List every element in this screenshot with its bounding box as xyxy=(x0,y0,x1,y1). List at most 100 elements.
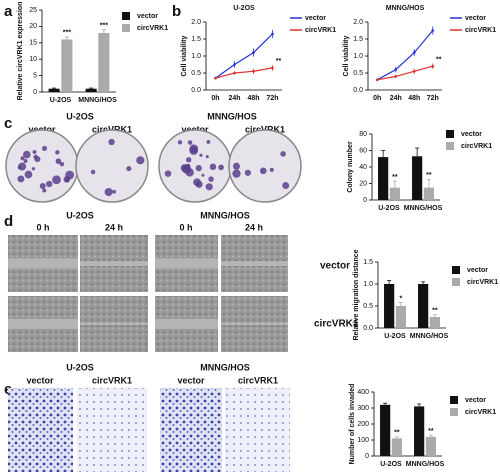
micrograph xyxy=(77,388,147,472)
legend-swatch xyxy=(446,130,454,138)
x-tick-label: U-2OS xyxy=(378,205,400,212)
colony xyxy=(31,167,36,171)
y-tick-label: 1.0 xyxy=(191,53,201,60)
x-tick-label: 24h xyxy=(228,95,240,102)
colony xyxy=(23,150,31,159)
y-tick-label: 20 xyxy=(29,23,37,30)
series-line xyxy=(215,33,273,79)
legend-label: vector xyxy=(137,13,158,20)
group-header: U-2OS xyxy=(66,210,94,220)
colony xyxy=(126,166,132,172)
wound-gap xyxy=(155,258,218,269)
legend-label: vector xyxy=(465,397,486,404)
colony xyxy=(208,176,214,182)
bar xyxy=(378,157,389,200)
legend-swatch xyxy=(452,266,460,274)
row-label: vector xyxy=(320,261,350,272)
colony xyxy=(23,159,28,163)
bar xyxy=(380,404,391,456)
significance: ** xyxy=(276,58,282,65)
series-line xyxy=(377,65,433,81)
y-tick-label: 0.0 xyxy=(191,87,201,94)
x-tick-label: MNNG/HOS xyxy=(78,97,117,104)
panel-label: c xyxy=(4,115,12,132)
wound-gap xyxy=(221,323,288,325)
dish xyxy=(75,129,149,203)
colony xyxy=(112,189,117,194)
colony xyxy=(90,169,96,175)
y-axis-label: Relative migration distance xyxy=(353,249,360,340)
x-tick-label: 72h xyxy=(266,95,278,102)
y-axis-label: Number of cells invaded xyxy=(349,384,356,465)
condition-label: vector xyxy=(26,375,54,385)
colony xyxy=(244,169,252,176)
colony xyxy=(20,156,25,161)
bar xyxy=(48,88,60,92)
condition-label: circVRK1 xyxy=(238,375,278,385)
y-tick-label: 1.0 xyxy=(363,281,373,288)
wound-gap xyxy=(80,261,148,266)
y-tick-label: 0.5 xyxy=(363,303,373,310)
group-header: U-2OS xyxy=(66,111,94,121)
colony xyxy=(33,154,38,160)
significance: ** xyxy=(428,428,434,435)
group-header: MNNG/HOS xyxy=(200,210,250,220)
time-label: 24 h xyxy=(245,222,263,232)
colony-images xyxy=(5,129,302,203)
x-tick-label: U-2OS xyxy=(384,333,406,340)
series-line xyxy=(376,30,434,81)
bar xyxy=(98,32,110,92)
colony xyxy=(187,140,193,145)
y-axis-label: Relative circVRK1 expression xyxy=(17,2,24,101)
condition-label: vector xyxy=(177,375,205,385)
x-tick-label: U-2OS xyxy=(380,461,402,468)
invasion-images xyxy=(8,388,290,472)
chart-title: MNNG/HOS xyxy=(386,5,425,12)
x-tick-label: 72h xyxy=(427,95,439,102)
colony xyxy=(55,158,62,165)
colony xyxy=(42,188,47,193)
y-axis-label: Cell viability xyxy=(343,35,350,76)
wound-gap xyxy=(80,323,148,325)
colony xyxy=(201,173,205,177)
y-tick-label: 0 xyxy=(365,453,369,460)
y-tick-label: 0.5 xyxy=(191,70,201,77)
colony xyxy=(209,163,217,171)
bar xyxy=(85,88,97,92)
colony xyxy=(218,164,224,171)
x-tick-label: 48h xyxy=(247,95,259,102)
legend-swatch xyxy=(446,142,454,150)
group-header: U-2OS xyxy=(66,362,94,372)
y-tick-label: 25 xyxy=(29,7,37,14)
x-tick-label: MNNG/HOS xyxy=(410,333,449,340)
y-tick-label: 1.5 xyxy=(363,259,373,266)
significance: ** xyxy=(426,172,432,179)
panel-label: b xyxy=(172,3,181,20)
bar xyxy=(391,438,402,456)
bar xyxy=(425,436,436,456)
x-tick-label: 24h xyxy=(390,95,402,102)
x-tick-label: 48h xyxy=(408,95,420,102)
legend-swatch xyxy=(450,396,458,404)
colony xyxy=(52,175,61,185)
legend-label: circVRK1 xyxy=(305,27,336,34)
legend-label: vector xyxy=(465,15,486,22)
y-tick-label: 2.0 xyxy=(353,19,363,26)
y-tick-label: 15 xyxy=(29,40,37,47)
bar xyxy=(384,284,395,328)
bar xyxy=(423,187,434,200)
bar xyxy=(389,187,400,200)
micrograph xyxy=(160,388,222,472)
significance: ** xyxy=(432,308,438,315)
colony xyxy=(184,163,190,170)
legend-swatch xyxy=(452,278,460,286)
y-tick-label: 0 xyxy=(363,197,367,204)
bar xyxy=(395,306,406,328)
y-axis-label: Cell viability xyxy=(181,35,188,76)
time-label: 0 h xyxy=(36,222,49,232)
micrograph xyxy=(8,388,73,472)
time-label: 0 h xyxy=(179,222,192,232)
colony xyxy=(199,153,203,157)
colony xyxy=(59,161,65,167)
